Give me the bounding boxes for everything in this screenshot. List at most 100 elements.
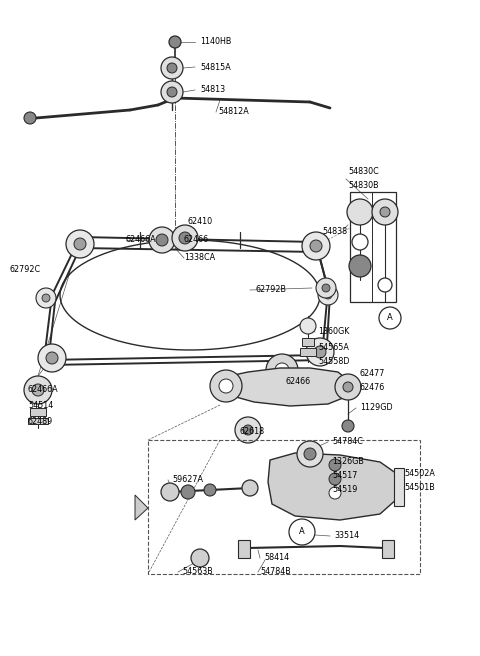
Text: 33514: 33514 <box>334 531 359 541</box>
Text: 54812A: 54812A <box>218 108 249 117</box>
Bar <box>30 408 46 416</box>
Polygon shape <box>268 453 400 520</box>
Circle shape <box>149 227 175 253</box>
Text: 62489: 62489 <box>28 417 53 426</box>
Text: 62466A: 62466A <box>28 386 59 394</box>
Circle shape <box>314 346 326 358</box>
Circle shape <box>204 484 216 496</box>
Circle shape <box>297 441 323 467</box>
Text: 1338CA: 1338CA <box>184 253 215 262</box>
Bar <box>350 192 396 302</box>
Circle shape <box>74 238 86 250</box>
Circle shape <box>378 278 392 292</box>
Text: 54784C: 54784C <box>332 438 363 447</box>
Text: 58414: 58414 <box>264 554 289 562</box>
Circle shape <box>167 87 177 97</box>
Circle shape <box>310 240 322 252</box>
Bar <box>28 418 48 424</box>
Text: 62410: 62410 <box>188 218 213 226</box>
Circle shape <box>352 234 368 250</box>
Circle shape <box>161 483 179 501</box>
Circle shape <box>329 459 341 471</box>
Text: 1140HB: 1140HB <box>200 37 231 47</box>
Text: 54501B: 54501B <box>404 483 435 493</box>
Polygon shape <box>135 495 148 520</box>
Circle shape <box>329 487 341 499</box>
Text: 54813: 54813 <box>200 85 225 94</box>
Text: 54517: 54517 <box>332 472 358 480</box>
Bar <box>300 348 316 356</box>
Circle shape <box>24 376 52 404</box>
Text: 1129GD: 1129GD <box>360 403 393 413</box>
Text: 54514: 54514 <box>28 401 53 411</box>
Circle shape <box>36 288 56 308</box>
Text: 1360GK: 1360GK <box>318 327 349 337</box>
Circle shape <box>235 417 261 443</box>
Circle shape <box>242 480 258 496</box>
Text: 54519: 54519 <box>332 485 358 495</box>
Circle shape <box>343 382 353 392</box>
Circle shape <box>243 425 253 435</box>
Circle shape <box>266 354 298 386</box>
Text: 54784B: 54784B <box>260 567 291 577</box>
Text: 62466: 62466 <box>286 377 311 386</box>
Circle shape <box>210 370 242 402</box>
Bar <box>394 468 404 506</box>
Circle shape <box>66 230 94 258</box>
Text: 54838: 54838 <box>322 228 347 237</box>
Circle shape <box>275 363 289 377</box>
Circle shape <box>167 63 177 73</box>
Circle shape <box>380 207 390 217</box>
Text: 54563B: 54563B <box>182 567 213 577</box>
Circle shape <box>318 285 338 305</box>
Text: 54815A: 54815A <box>200 62 231 72</box>
Text: 62792B: 62792B <box>256 285 287 295</box>
Circle shape <box>172 225 198 251</box>
Circle shape <box>169 36 181 48</box>
Circle shape <box>156 234 168 246</box>
Text: 62792C: 62792C <box>10 266 41 274</box>
Circle shape <box>302 232 330 260</box>
Text: 62466A: 62466A <box>126 236 156 245</box>
Circle shape <box>181 485 195 499</box>
Polygon shape <box>220 368 350 406</box>
Circle shape <box>38 344 66 372</box>
Circle shape <box>161 81 183 103</box>
Circle shape <box>349 255 371 277</box>
Bar <box>382 540 394 558</box>
Bar <box>302 338 314 346</box>
Circle shape <box>322 284 330 292</box>
Text: 54558D: 54558D <box>318 358 349 367</box>
Circle shape <box>219 379 233 393</box>
Bar <box>148 440 420 574</box>
Text: 62476: 62476 <box>360 384 385 392</box>
Text: 54565A: 54565A <box>318 344 349 352</box>
Circle shape <box>24 112 36 124</box>
Circle shape <box>329 473 341 485</box>
Circle shape <box>191 549 209 567</box>
Circle shape <box>161 57 183 79</box>
Text: 1326GB: 1326GB <box>332 457 364 466</box>
Circle shape <box>372 199 398 225</box>
Text: 54502A: 54502A <box>404 470 435 478</box>
Circle shape <box>316 278 336 298</box>
Text: 62618: 62618 <box>240 428 265 436</box>
Text: A: A <box>299 527 305 537</box>
Circle shape <box>300 318 316 334</box>
Circle shape <box>335 374 361 400</box>
Text: 54830C: 54830C <box>348 167 379 176</box>
Circle shape <box>289 519 315 545</box>
Text: A: A <box>387 314 393 323</box>
Circle shape <box>46 352 58 364</box>
Circle shape <box>342 420 354 432</box>
Text: 59627A: 59627A <box>172 476 203 485</box>
Text: 62466: 62466 <box>184 236 209 245</box>
Circle shape <box>324 291 332 299</box>
Circle shape <box>304 448 316 460</box>
Circle shape <box>179 232 191 244</box>
Circle shape <box>32 384 44 396</box>
Circle shape <box>42 294 50 302</box>
Bar <box>238 540 250 558</box>
Circle shape <box>347 199 373 225</box>
Text: 62477: 62477 <box>360 369 385 379</box>
